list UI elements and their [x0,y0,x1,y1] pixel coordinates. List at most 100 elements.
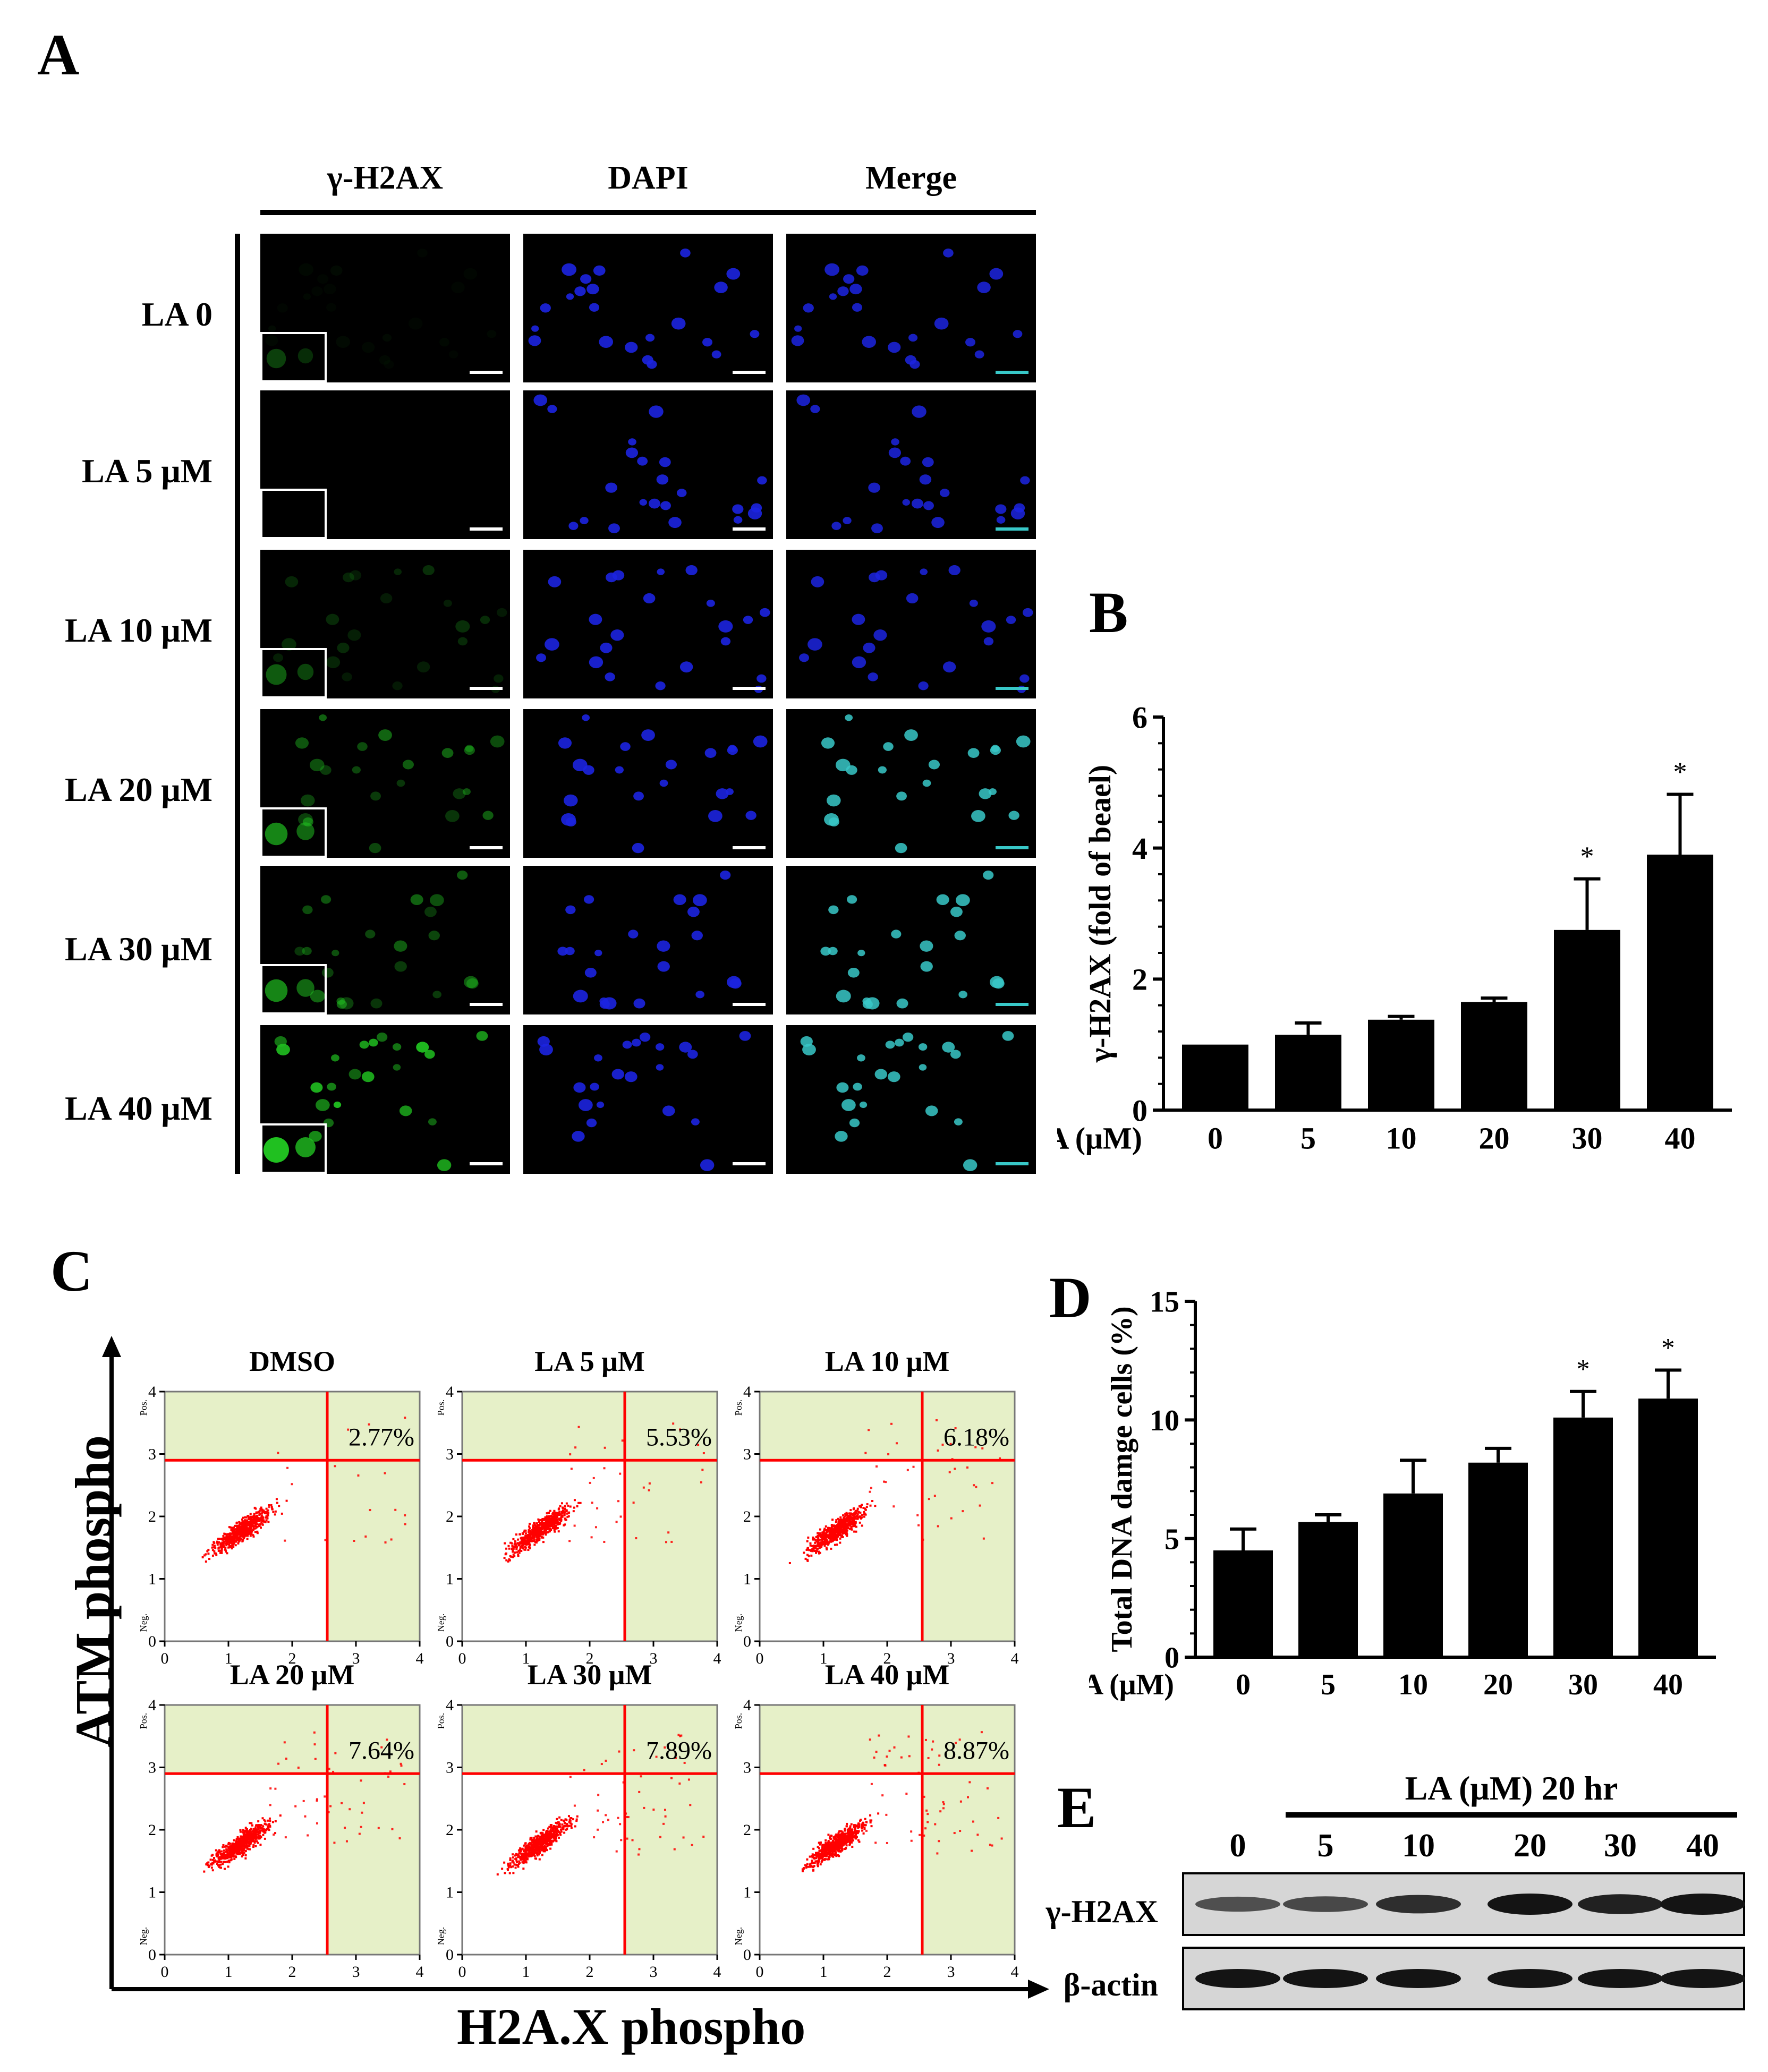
scatter-dot [821,1855,824,1858]
nucleus [599,1000,610,1009]
scatter-dot [844,1514,847,1516]
scatter-dot [220,1547,223,1549]
scatter-dot [225,1534,228,1537]
scatter-dot [243,1832,246,1835]
y-tick-label: 15 [1150,1286,1179,1319]
scatter-dot [214,1860,217,1863]
scatter-dot [235,1840,237,1843]
nucleus [593,265,606,276]
scatter-points [201,1498,288,1563]
nucleus [673,894,686,906]
nucleus [649,405,664,418]
scatter-dot [531,1537,533,1540]
scatter-dot [248,1832,250,1835]
scatter-dot [252,1833,254,1836]
scatter-dot [256,1519,258,1522]
nucleus [732,504,744,514]
scatter-dot [262,1519,265,1522]
nucleus [655,1043,665,1051]
scatter-dot [839,1841,842,1844]
blot-band [1660,1894,1745,1915]
nucleus [462,788,471,795]
scatter-dot [252,1525,255,1528]
scatter-dot [541,1847,544,1849]
scatter-dot-outlier [386,1738,388,1741]
scatter-dot [242,1520,244,1523]
scatter-dot-outlier [380,1746,383,1749]
scatter-dot-outlier [953,1755,955,1758]
scatter-dot [540,1536,543,1538]
scatter-dot [541,1834,544,1836]
scatter-dot [548,1530,551,1532]
scatter-dot [816,1860,819,1863]
scatter-dot [241,1521,243,1524]
x-category-label: 5 [1300,1121,1316,1156]
scatter-dot [838,1533,841,1536]
scatter-dot [811,1860,813,1862]
scatter-dot [545,1518,547,1521]
scatter-dot [842,1832,844,1835]
nucleus [268,325,276,332]
scatter-dot [546,1839,548,1841]
bar [1213,1550,1273,1657]
scatter-dot-outlier [328,1768,330,1770]
nucleus [457,870,468,880]
scatter-dot [839,1532,842,1534]
scatter-dot [533,1839,536,1842]
nucleus [934,317,949,330]
scatter-dot [835,1839,837,1842]
scatter-dot [829,1843,832,1845]
scatter-dot [242,1516,244,1519]
nucleus [494,674,504,683]
scatter-dot [548,1843,550,1845]
scatter-dot-outlier [573,1524,576,1527]
scatter-dot [836,1539,838,1541]
nucleus [309,1131,322,1142]
scatter-dot [863,1826,866,1829]
scatter-dot [248,1843,251,1846]
scatter-dot [537,1845,539,1847]
nucleus [919,1064,927,1071]
scatter-dot [228,1856,231,1858]
scatter-dot [529,1529,531,1532]
scatter-dot [258,1520,261,1522]
scatter-dot [841,1848,844,1851]
nucleus [568,522,579,530]
nucleus [657,568,665,575]
scatter-dot-outlier [269,1787,272,1790]
scatter-dot-outlier [304,1815,307,1818]
scatter-dot [232,1842,234,1845]
scatter-dot [553,1839,556,1841]
scatter-dot [824,1839,827,1842]
scatter-dot [832,1844,835,1846]
scatter-dot [205,1553,207,1556]
scatter-dot [817,1542,819,1545]
scatter-dot [817,1547,819,1550]
scatter-dot [517,1555,520,1557]
scatter-dot [856,1513,859,1516]
scatter-dot-outlier [870,1487,872,1489]
nucleus [643,593,656,604]
nucleus [810,405,820,413]
bar [1554,930,1620,1110]
scatter-dot [847,1833,850,1836]
scatter-dot [249,1530,252,1532]
scatter-dot [254,1840,257,1843]
scatter-dot [826,1534,829,1537]
nucleus [365,930,376,939]
scatter-dot [836,1838,839,1841]
scatter-dot [248,1532,251,1535]
nucleus [902,499,910,506]
scatter-dot [239,1830,242,1833]
scatter-dot [264,1512,267,1514]
scatter-dot [559,1831,562,1834]
scatter-dot [285,1499,288,1502]
nucleus [756,674,767,683]
scatter-dot [832,1850,835,1853]
scatter-dot-outlier [924,1738,927,1741]
scatter-dot [538,1519,541,1522]
scatter-dot [256,1530,259,1533]
scatter-dot [523,1537,526,1539]
